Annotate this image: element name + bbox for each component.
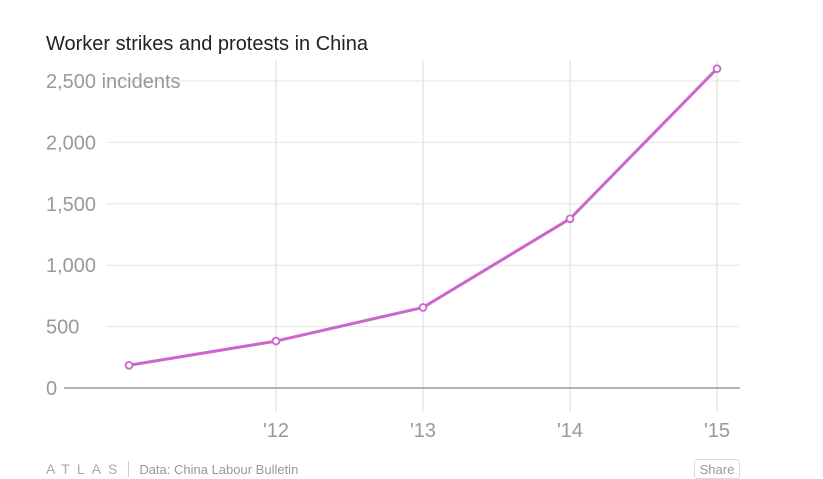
footer-divider xyxy=(128,461,130,477)
footer: ATLAS Data: China Labour Bulletin xyxy=(46,460,298,478)
atlas-logo[interactable]: ATLAS xyxy=(46,461,125,477)
y-tick-label: 2,000 xyxy=(46,132,96,154)
vertical-gridlines xyxy=(275,60,718,412)
y-axis-labels: 0 500 1,000 1,500 2,000 2,500 incidents xyxy=(46,71,181,400)
y-tick-label: 2,500 incidents xyxy=(46,71,181,93)
series-layer xyxy=(124,64,722,370)
data-point xyxy=(271,336,281,346)
x-tick-label: '15 xyxy=(704,420,730,442)
x-tick-label: '14 xyxy=(557,420,583,442)
y-tick-label: 500 xyxy=(46,317,79,339)
chart-title: Worker strikes and protests in China xyxy=(46,33,368,55)
y-tick-label: 1,000 xyxy=(46,255,96,277)
data-source: Data: China Labour Bulletin xyxy=(139,461,299,477)
y-tick-label: 1,500 xyxy=(46,194,96,216)
x-tick-label: '13 xyxy=(410,420,436,442)
data-point xyxy=(418,303,428,312)
data-point xyxy=(124,360,134,370)
x-tick-label: '12 xyxy=(263,420,289,442)
x-axis-labels: '12 '13 '14 '15 xyxy=(263,420,730,442)
share-button[interactable]: Share xyxy=(694,459,740,479)
data-point xyxy=(565,214,575,224)
y-tick-label: 0 xyxy=(46,378,57,400)
data-point xyxy=(712,64,722,74)
horizontal-gridlines xyxy=(64,80,740,389)
